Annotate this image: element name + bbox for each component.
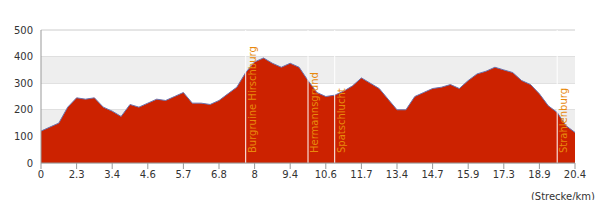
svg-text:11.7: 11.7 <box>350 169 372 180</box>
svg-text:(Strecke/km): (Strecke/km) <box>531 191 592 200</box>
svg-text:200: 200 <box>14 104 33 115</box>
svg-text:8: 8 <box>251 169 257 180</box>
svg-text:0: 0 <box>27 158 33 169</box>
svg-text:Hermannsgrund: Hermannsgrund <box>309 72 320 153</box>
svg-text:Strahlenburg: Strahlenburg <box>558 88 569 153</box>
svg-text:400: 400 <box>14 51 33 62</box>
svg-text:10.6: 10.6 <box>315 169 337 180</box>
svg-text:0: 0 <box>38 169 44 180</box>
svg-text:100: 100 <box>14 131 33 142</box>
svg-text:9.4: 9.4 <box>282 169 298 180</box>
svg-text:4.6: 4.6 <box>140 169 156 180</box>
svg-text:18.9: 18.9 <box>528 169 550 180</box>
svg-text:17.3: 17.3 <box>493 169 515 180</box>
svg-text:Burgruine Hirschburg: Burgruine Hirschburg <box>247 46 258 153</box>
svg-text:20.4: 20.4 <box>564 169 586 180</box>
svg-text:5.7: 5.7 <box>175 169 191 180</box>
svg-text:Spatschlucht: Spatschlucht <box>336 88 347 153</box>
svg-text:3.4: 3.4 <box>104 169 120 180</box>
svg-text:2.3: 2.3 <box>69 169 85 180</box>
svg-text:500: 500 <box>14 25 33 36</box>
svg-text:300: 300 <box>14 78 33 89</box>
svg-text:6.8: 6.8 <box>211 169 227 180</box>
svg-text:14.7: 14.7 <box>421 169 443 180</box>
svg-text:13.4: 13.4 <box>386 169 408 180</box>
svg-text:15.9: 15.9 <box>457 169 479 180</box>
